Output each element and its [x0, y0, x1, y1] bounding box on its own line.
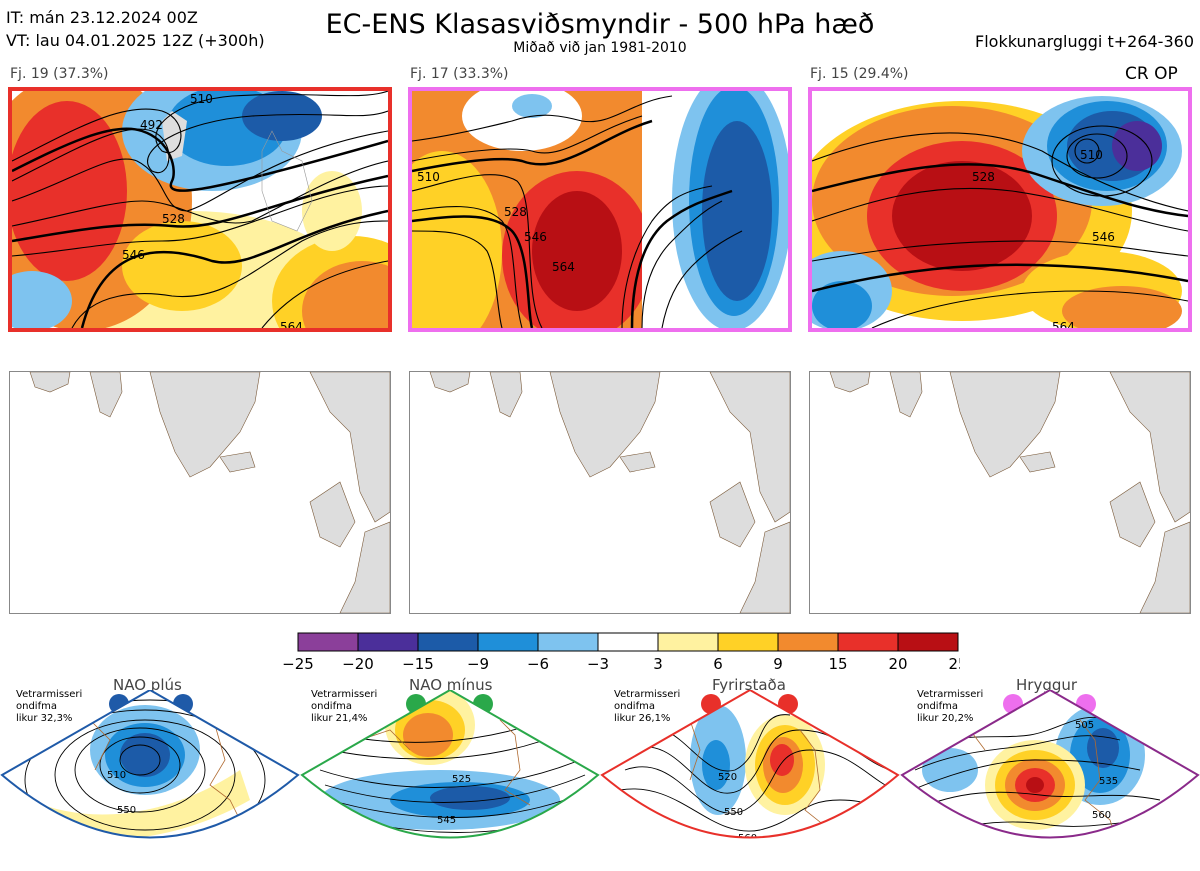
colorbar-swatch	[717, 632, 779, 652]
regime-4-map: 505 535 560	[902, 690, 1198, 838]
colorbar-tick-label: −3	[587, 655, 609, 672]
colorbar-swatch	[837, 632, 899, 652]
regime-4-title: Hryggur	[1016, 676, 1078, 694]
page-subtitle: Miðað við jan 1981-2010	[513, 40, 687, 56]
colorbar-tick-label: 9	[773, 655, 783, 672]
colorbar-swatch	[297, 632, 359, 652]
regime-4-contour-label: 535	[1099, 776, 1118, 787]
colorbar-tick-label: 6	[713, 655, 723, 672]
cluster-1-map: 510 528 546 564 492	[8, 87, 392, 332]
cluster-2-label: Fj. 17 (33.3%)	[410, 66, 509, 82]
cluster-1-label: Fj. 19 (37.3%)	[10, 66, 109, 82]
cluster-2-contour-label: 564	[552, 260, 575, 274]
cluster-1-contour-label: 546	[122, 248, 145, 262]
regime-3-contour-label: 520	[718, 772, 737, 783]
colorbar-tick-label: 3	[653, 655, 663, 672]
regime-4-contour-label: 505	[1075, 720, 1094, 731]
colorbar-tick-label: −20	[342, 655, 374, 672]
regime-1-title: NAO plús	[113, 676, 182, 694]
cluster-3-contour-label: 510	[1080, 148, 1103, 162]
run-times: IT: mán 23.12.2024 00Z VT: lau 04.01.202…	[6, 6, 265, 52]
regime-maps: 510 550 525 545 565	[0, 690, 1200, 861]
cluster-1-contour-label: 528	[162, 212, 185, 226]
page-title: EC-ENS Klasasviðsmyndir - 500 hPa hæð	[325, 9, 875, 40]
cluster-1-contour-label: 492	[140, 118, 163, 132]
colorbar-swatch	[597, 632, 659, 652]
regime-2-contour-label: 565	[447, 850, 466, 861]
empty-map-2	[409, 371, 791, 614]
colorbar-tick-label: 25	[948, 655, 960, 672]
regime-1-probability: Vetrarmisseri ondifma likur 32,3%	[16, 689, 83, 724]
colorbar-tick-label: −6	[527, 655, 549, 672]
regime-1-contour-label: 510	[107, 770, 126, 781]
cluster-3-contour-label: 528	[972, 170, 995, 184]
regime-4-probability: Vetrarmisseri ondifma likur 20,2%	[917, 689, 984, 724]
regime-3-title: Fyrirstaða	[712, 676, 786, 694]
cluster-3-tag: CR OP	[1125, 64, 1178, 84]
colorbar-tick-label: 20	[888, 655, 907, 672]
regime-4-contour-label: 560	[1092, 810, 1111, 821]
cluster-2-contour-label: 510	[417, 170, 440, 184]
valid-time: VT: lau 04.01.2025 12Z (+300h)	[6, 31, 265, 50]
classification-window: Flokkunargluggi t+264-360	[975, 32, 1194, 51]
colorbar: −25 −20 −15 −9 −6 −3 3 6 9 15 20 25	[280, 632, 968, 676]
colorbar-swatch	[657, 632, 719, 652]
colorbar-swatch	[357, 632, 419, 652]
regime-2-contour-label: 545	[437, 815, 456, 826]
colorbar-tick-label: 15	[828, 655, 847, 672]
colorbar-swatch	[777, 632, 839, 652]
regime-2-probability: Vetrarmisseri ondifma likur 21,4%	[311, 689, 378, 724]
colorbar-tick-label: −15	[402, 655, 434, 672]
colorbar-swatch	[417, 632, 479, 652]
empty-map-3	[809, 371, 1191, 614]
cluster-3-contour-label: 564	[1052, 320, 1075, 328]
regime-1-contour-label: 550	[117, 805, 136, 816]
colorbar-swatch	[477, 632, 539, 652]
cluster-3-label: Fj. 15 (29.4%)	[810, 66, 909, 82]
cluster-3-contour-label: 546	[1092, 230, 1115, 244]
regime-1-map: 510 550	[2, 690, 298, 838]
cluster-2-contour-label: 546	[524, 230, 547, 244]
regime-3-probability: Vetrarmisseri ondifma likur 26,1%	[614, 689, 681, 724]
colorbar-tick-label: −25	[282, 655, 314, 672]
issue-time: IT: mán 23.12.2024 00Z	[6, 8, 198, 27]
colorbar-swatch	[537, 632, 599, 652]
cluster-3-map: 528 546 564 510	[808, 87, 1192, 332]
regime-3-contour-label: 560	[738, 833, 757, 844]
regime-2-map: 525 545 565	[302, 690, 598, 861]
cluster-2-map: 510 528 546 564	[408, 87, 792, 332]
regime-2-contour-label: 525	[452, 774, 471, 785]
colorbar-tick-label: −9	[467, 655, 489, 672]
regime-3-contour-label: 550	[724, 807, 743, 818]
cluster-1-contour-label: 564	[280, 320, 303, 328]
regime-3-map: 520 550 560	[602, 690, 898, 844]
cluster-2-contour-label: 528	[504, 205, 527, 219]
colorbar-swatch	[897, 632, 959, 652]
empty-map-1	[9, 371, 391, 614]
regime-2-title: NAO mínus	[409, 676, 493, 694]
cluster-1-contour-label: 510	[190, 92, 213, 106]
